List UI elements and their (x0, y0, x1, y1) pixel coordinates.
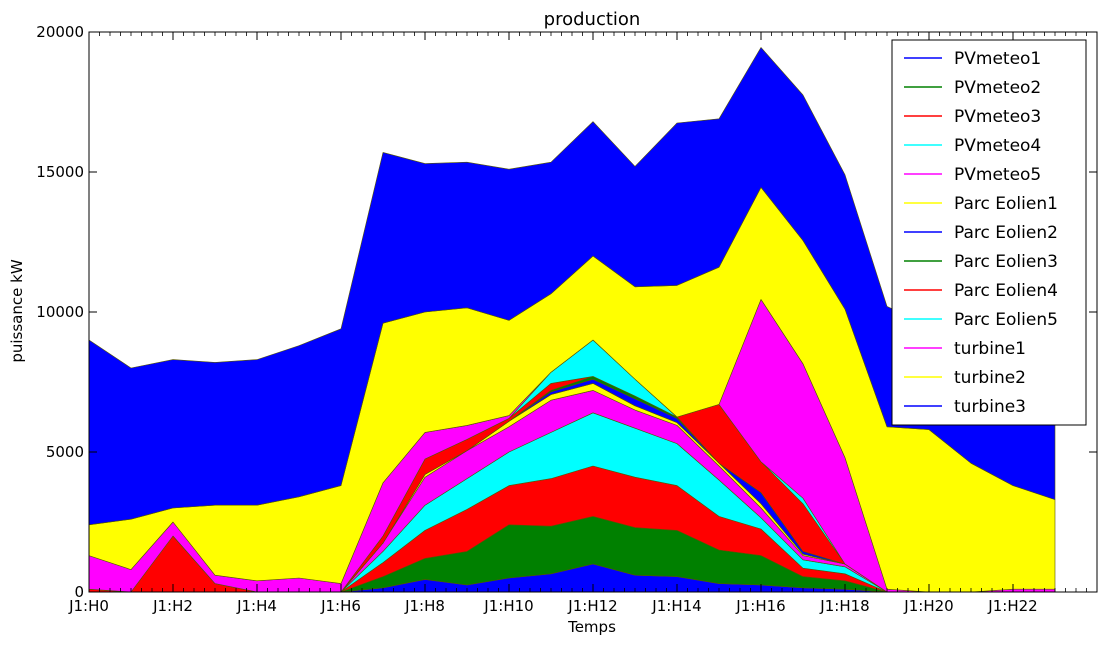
x-tick-label: J1:H6 (320, 597, 361, 615)
legend-label: turbine3 (954, 397, 1026, 417)
legend-label: turbine2 (954, 368, 1026, 388)
x-tick-label: J1:H18 (819, 597, 869, 615)
legend-label: Parc Eolien4 (954, 281, 1058, 301)
x-tick-label: J1:H20 (903, 597, 953, 615)
legend-item: turbine3 (904, 397, 1026, 417)
x-tick-label: J1:H14 (651, 597, 701, 615)
legend-label: Parc Eolien3 (954, 252, 1058, 272)
legend-label: Parc Eolien2 (954, 223, 1058, 243)
legend-label: PVmeteo2 (954, 78, 1041, 98)
legend-item: turbine1 (904, 339, 1026, 359)
legend: PVmeteo1 PVmeteo2 PVmeteo3 PVmeteo4 PVmeteo5… (891, 39, 1087, 426)
y-tick-label: 5000 (46, 443, 84, 461)
x-tick-label: J1:H12 (567, 597, 617, 615)
legend-label: Parc Eolien1 (954, 194, 1058, 214)
y-tick-label: 20000 (36, 23, 84, 41)
legend-item: PVmeteo1 (904, 49, 1041, 69)
y-tick-label: 0 (74, 583, 84, 601)
x-tick-label: J1:H16 (735, 597, 785, 615)
legend-label: PVmeteo3 (954, 107, 1041, 127)
x-axis-label: Temps (567, 618, 616, 636)
legend-label: Parc Eolien5 (954, 310, 1058, 330)
legend-label: PVmeteo5 (954, 165, 1041, 185)
legend-item: Parc Eolien2 (904, 223, 1058, 243)
chart-title: production (544, 9, 641, 30)
y-axis-label: puissance kW (8, 259, 26, 362)
x-tick-label: J1:H22 (987, 597, 1037, 615)
legend-item: PVmeteo3 (904, 107, 1041, 127)
legend-label: turbine1 (954, 339, 1026, 359)
x-tick-label: J1:H10 (483, 597, 533, 615)
legend-item: turbine2 (904, 368, 1026, 388)
legend-label: PVmeteo4 (954, 136, 1041, 156)
legend-items: PVmeteo1 PVmeteo2 PVmeteo3 PVmeteo4 PVmeteo5… (904, 49, 1058, 417)
legend-item: PVmeteo5 (904, 165, 1041, 185)
ticks-layer: J1:H0 J1:H2 J1:H4 J1:H6 J1:H8 J1:H10 J1:H12 J1:… (36, 23, 1097, 615)
legend-item: Parc Eolien1 (904, 194, 1058, 214)
y-tick-label: 10000 (36, 303, 84, 321)
series-area-13 (88, 47, 1056, 526)
legend-item: Parc Eolien5 (904, 310, 1058, 330)
legend-label: PVmeteo1 (954, 49, 1041, 69)
legend-item: PVmeteo4 (904, 136, 1041, 156)
x-tick-label: J1:H0 (68, 597, 109, 615)
legend-item: PVmeteo2 (904, 78, 1041, 98)
legend-item: Parc Eolien3 (904, 252, 1058, 272)
x-tick-label: J1:H2 (152, 597, 193, 615)
legend-item: Parc Eolien4 (904, 281, 1058, 301)
y-tick-label: 15000 (36, 163, 84, 181)
x-tick-label: J1:H8 (404, 597, 445, 615)
x-tick-label: J1:H4 (236, 597, 277, 615)
